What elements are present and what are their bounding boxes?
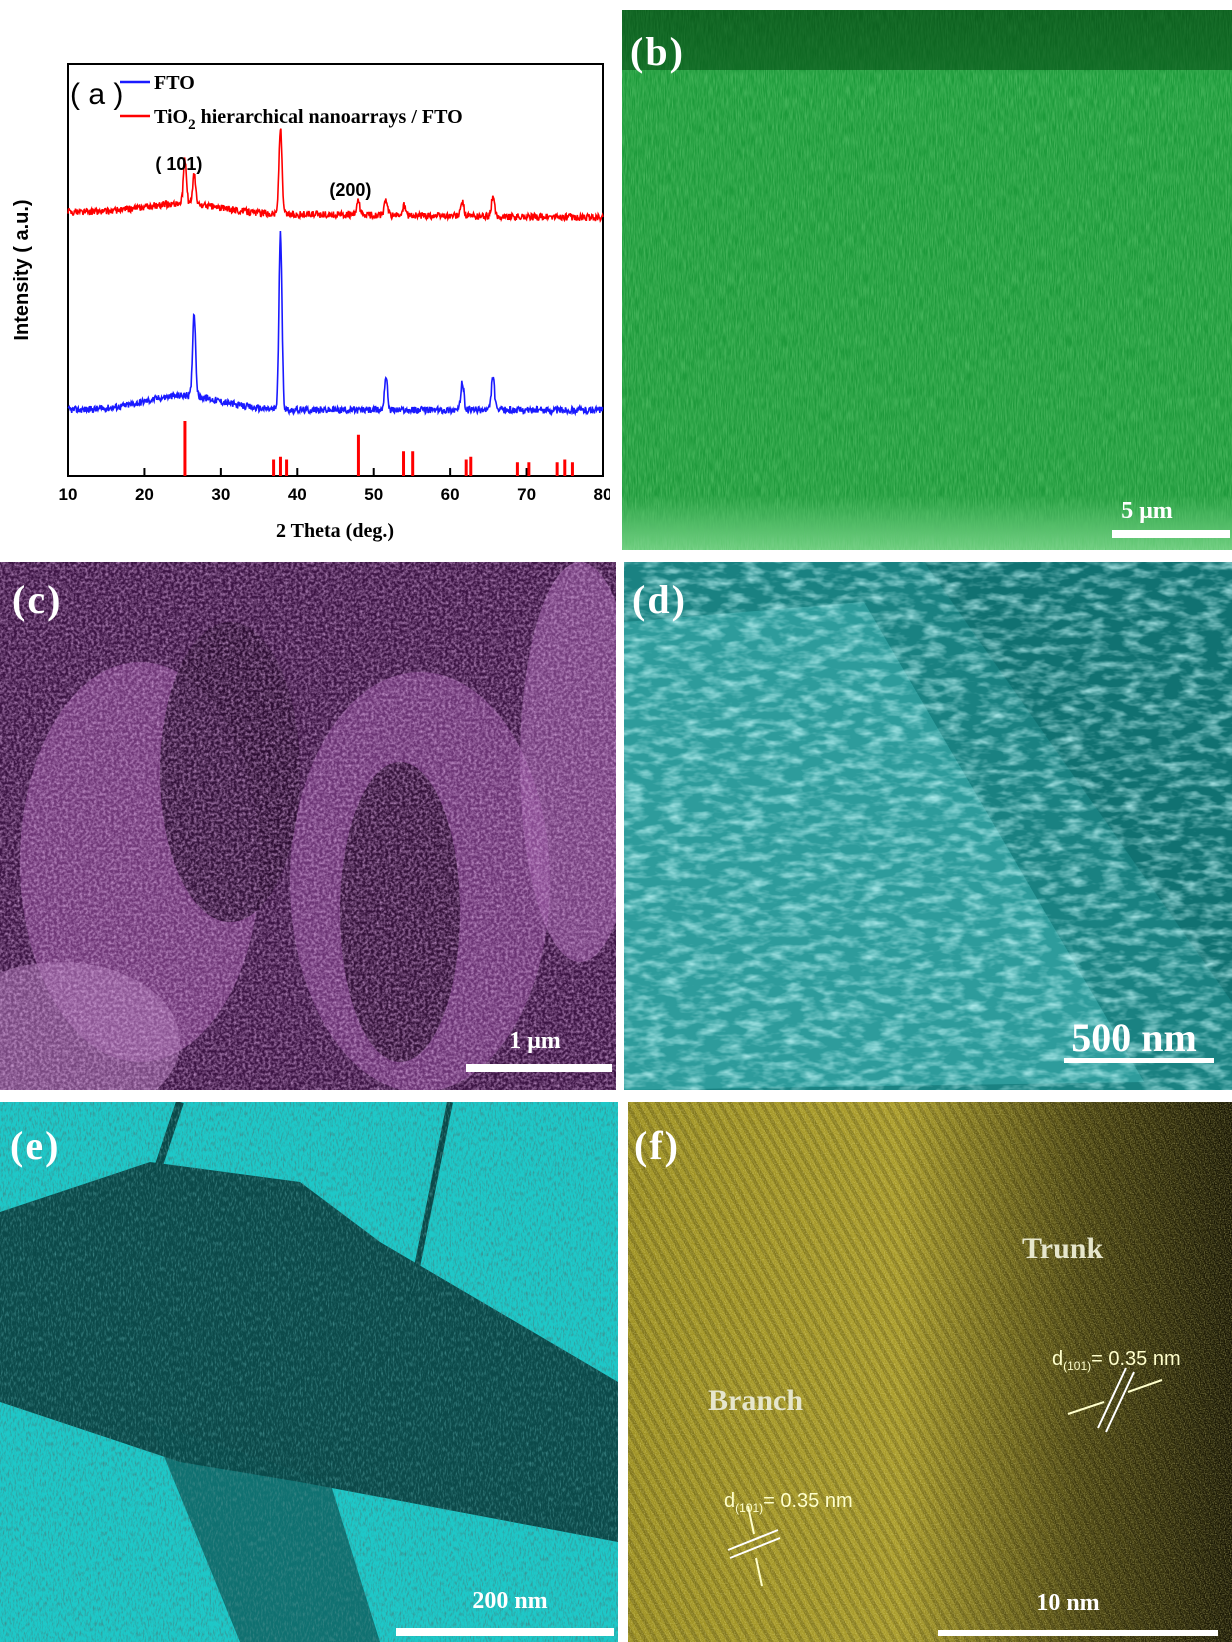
panel-f-hrtem-image: (f) Trunk Branch d(101)= 0.35 nm d(101)=… — [628, 1102, 1232, 1642]
scale-bar-label-b: 5 μm — [1121, 498, 1173, 524]
legend-label-fto: FTO — [154, 72, 195, 94]
scale-bar-c — [466, 1064, 612, 1072]
scale-bar-label-f: 10 nm — [1036, 1590, 1100, 1616]
panel-a-label: ( a ) — [70, 78, 123, 111]
panel-e-label: (e) — [10, 1123, 61, 1168]
x-tick-label-10: 10 — [59, 485, 78, 504]
series-line-tio2 — [67, 128, 604, 224]
trunk-label: Trunk — [1022, 1232, 1104, 1265]
hrtem-lattice-image — [628, 1102, 1232, 1642]
panel-d-label: (d) — [632, 577, 687, 622]
x-tick-label-40: 40 — [288, 485, 307, 504]
x-tick-label-20: 20 — [135, 485, 154, 504]
scale-bar-e — [396, 1628, 614, 1636]
x-tick-label-80: 80 — [594, 485, 610, 504]
panel-e-tem-image: (e) 200 nm — [0, 1102, 618, 1642]
d-spacing-trunk: d(101)= 0.35 nm — [1052, 1348, 1181, 1373]
tem-image — [0, 1102, 618, 1642]
lattice-markers — [727, 1367, 1163, 1587]
panel-f-label: (f) — [634, 1123, 680, 1168]
branch-label: Branch — [708, 1384, 804, 1417]
panel-b-label: (b) — [630, 29, 685, 74]
panel-d-sem-image: (d) 500 nm — [624, 562, 1232, 1090]
panel-a-xrd-chart: 10 20 30 40 50 60 70 80 ( a ) FTO TiO2 hierarch… — [0, 0, 610, 550]
series-line-fto — [67, 230, 604, 417]
sem-highmag-image — [624, 562, 1232, 1090]
peak-label-101: ( 101) — [155, 154, 202, 174]
scale-bar-label-d: 500 nm — [1071, 1015, 1197, 1060]
peak-label-200: (200) — [329, 180, 371, 200]
scale-bar-b — [1112, 530, 1230, 538]
x-tick-label-60: 60 — [441, 485, 460, 504]
x-tick-label-70: 70 — [517, 485, 536, 504]
y-axis-label: Intensity ( a.u.) — [11, 199, 33, 340]
panel-b-sem-image: (b) 5 μm — [622, 10, 1232, 550]
x-axis-label: 2 Theta (deg.) — [276, 520, 394, 542]
sem-topview-image — [0, 562, 616, 1090]
panel-c-label: (c) — [12, 577, 63, 622]
sem-cross-section-image — [622, 10, 1232, 550]
scale-bar-d — [1064, 1058, 1214, 1063]
x-tick-label-50: 50 — [364, 485, 383, 504]
legend-label-tio2: TiO2 hierarchical nanoarrays / FTO — [154, 106, 463, 133]
panel-c-sem-image: (c) 1 μm — [0, 562, 616, 1090]
x-tick-label-30: 30 — [211, 485, 230, 504]
scale-bar-label-c: 1 μm — [509, 1028, 561, 1054]
scale-bar-label-e: 200 nm — [472, 1588, 548, 1614]
xrd-chart-svg: 10 20 30 40 50 60 70 80 ( a ) FTO TiO2 hierarch… — [11, 63, 610, 542]
scale-bar-f — [938, 1630, 1218, 1636]
plot-frame — [67, 63, 604, 477]
